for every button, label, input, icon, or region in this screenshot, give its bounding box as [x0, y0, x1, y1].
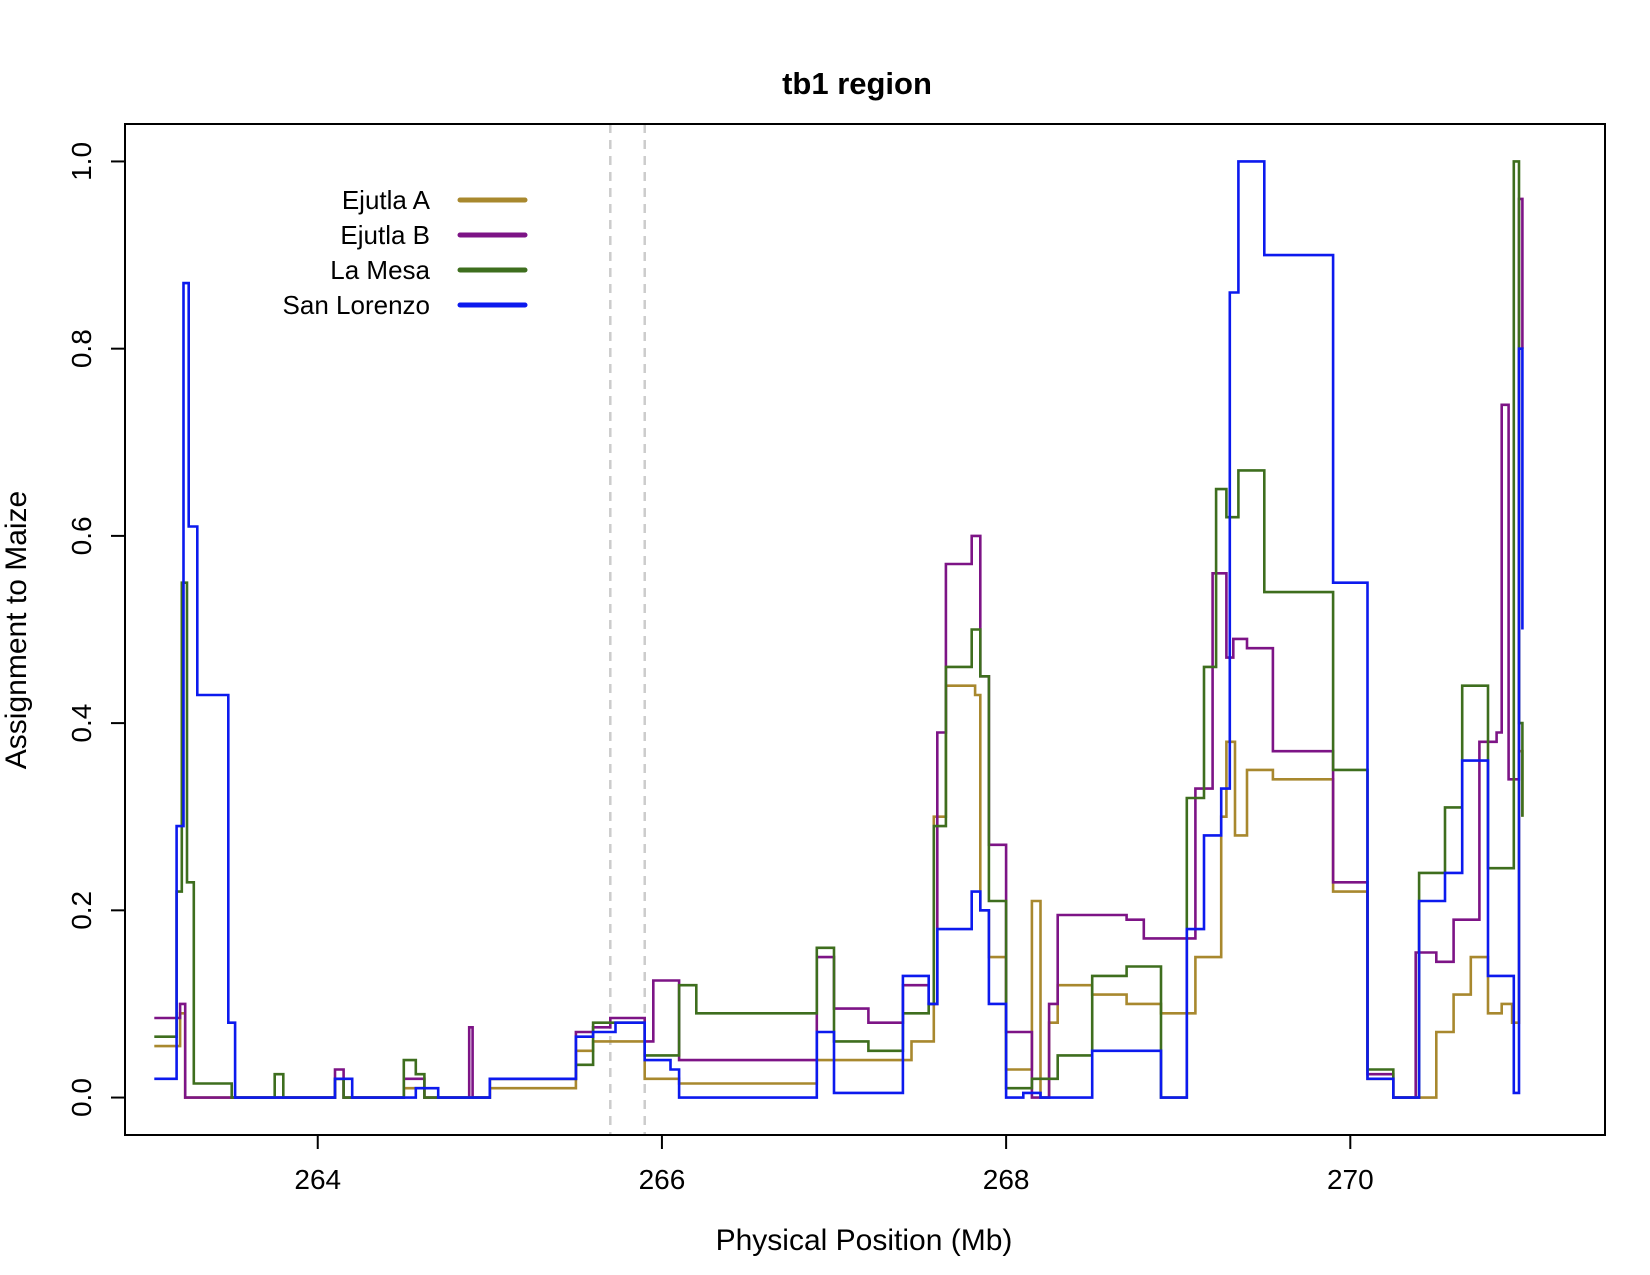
- x-tick-label: 270: [1327, 1164, 1374, 1195]
- legend: Ejutla A Ejutla B La Mesa San Lorenzo: [283, 185, 528, 320]
- y-tick-label: 0.2: [66, 891, 97, 930]
- y-tick-label: 0.4: [66, 704, 97, 743]
- legend-label: Ejutla B: [340, 220, 430, 250]
- y-axis-label: Assignment to Maize: [0, 491, 33, 769]
- x-axis: 264 266 268 270: [294, 1134, 1374, 1195]
- legend-item: Ejutla A: [342, 185, 528, 215]
- series-line-san-lorenzo: [154, 160, 1524, 1099]
- series-line-ejutla-a: [154, 684, 1524, 1099]
- legend-label: San Lorenzo: [283, 290, 430, 320]
- reference-lines: [609, 124, 646, 1135]
- x-tick-label: 268: [983, 1164, 1030, 1195]
- y-tick-label: 0.0: [66, 1078, 97, 1117]
- legend-label: La Mesa: [330, 255, 430, 285]
- legend-item: San Lorenzo: [283, 290, 528, 320]
- legend-label: Ejutla A: [342, 185, 431, 215]
- series-layer: [154, 160, 1524, 1099]
- x-axis-label: Physical Position (Mb): [716, 1224, 1013, 1257]
- x-tick-label: 264: [294, 1164, 341, 1195]
- legend-item: Ejutla B: [340, 220, 528, 250]
- series-line-ejutla-b: [154, 197, 1524, 1099]
- legend-item: La Mesa: [330, 255, 528, 285]
- y-tick-label: 0.8: [66, 329, 97, 368]
- y-tick-label: 0.6: [66, 516, 97, 555]
- chart-title: tb1 region: [782, 66, 932, 101]
- y-tick-label: 1.0: [66, 142, 97, 181]
- y-axis: 0.0 0.2 0.4 0.6 0.8 1.0: [66, 142, 126, 1117]
- x-tick-label: 266: [639, 1164, 686, 1195]
